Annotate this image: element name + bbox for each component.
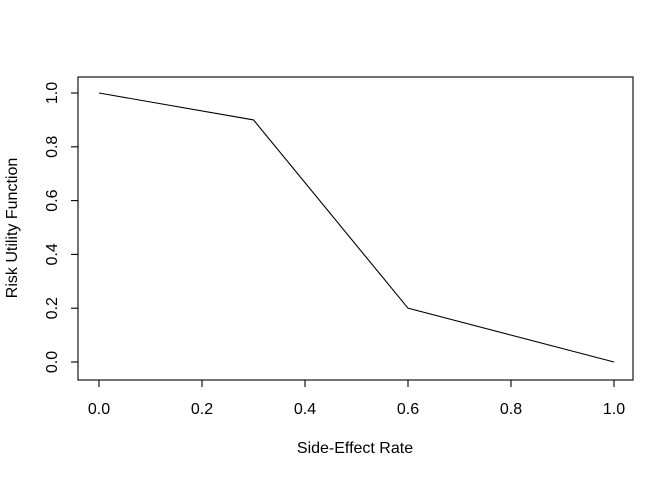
y-tick-label: 0.4 [44, 243, 61, 265]
utility-curve [98, 92, 615, 363]
x-axis-ticks [98, 380, 615, 387]
y-tick-label: 1.0 [44, 82, 61, 104]
x-tick-label: 0.6 [397, 401, 419, 418]
y-tick-label: 0.6 [44, 189, 61, 211]
x-tick-label: 1.0 [603, 401, 625, 418]
x-tick-label: 0.4 [294, 401, 316, 418]
y-axis-tick-labels: 0.0 0.2 0.4 0.6 0.8 1.0 [44, 82, 61, 373]
y-axis-title: Risk Utility Function [4, 158, 21, 298]
y-tick-label: 0.0 [44, 351, 61, 373]
plot-frame [77, 76, 634, 381]
x-tick-label: 0.8 [500, 401, 522, 418]
x-tick-label: 0.2 [191, 401, 213, 418]
y-tick-label: 0.8 [44, 136, 61, 158]
x-tick-label: 0.0 [88, 401, 110, 418]
y-tick-label: 0.2 [44, 297, 61, 319]
x-axis-title: Side-Effect Rate [297, 440, 413, 457]
x-axis-tick-labels: 0.0 0.2 0.4 0.6 0.8 1.0 [88, 401, 625, 418]
y-axis-ticks [71, 92, 78, 363]
